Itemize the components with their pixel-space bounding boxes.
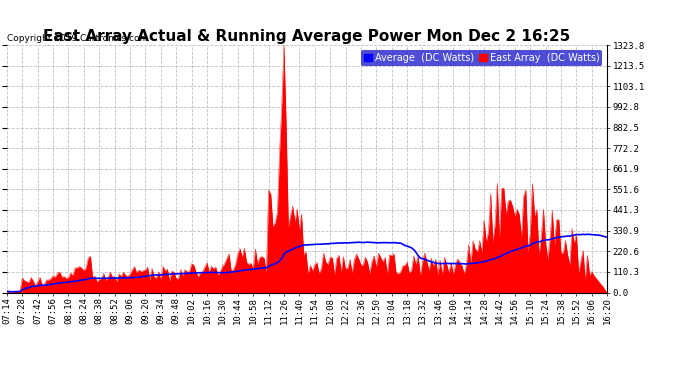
- Title: East Array Actual & Running Average Power Mon Dec 2 16:25: East Array Actual & Running Average Powe…: [43, 29, 571, 44]
- Legend: Average  (DC Watts), East Array  (DC Watts): Average (DC Watts), East Array (DC Watts…: [362, 50, 602, 66]
- Text: Copyright 2019 Cartronics.com: Copyright 2019 Cartronics.com: [7, 33, 148, 42]
